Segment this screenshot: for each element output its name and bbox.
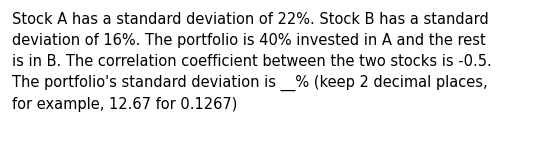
- Text: Stock A has a standard deviation of 22%. Stock B has a standard
deviation of 16%: Stock A has a standard deviation of 22%.…: [12, 12, 492, 112]
